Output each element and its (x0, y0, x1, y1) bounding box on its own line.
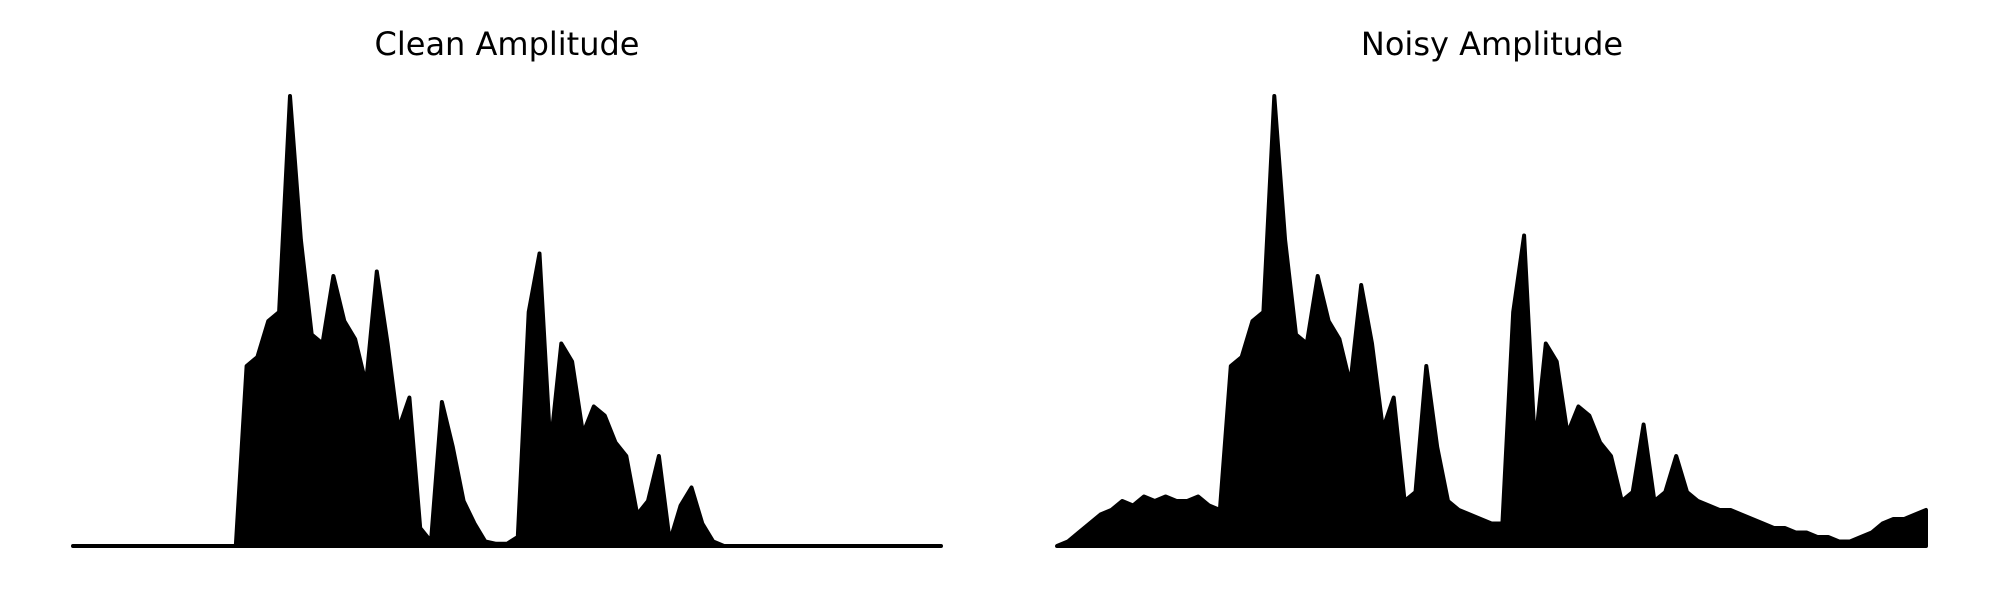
chart-title: Noisy Amplitude (1361, 25, 1623, 63)
chart-title: Clean Amplitude (375, 25, 640, 63)
amplitude-area (71, 94, 943, 548)
amplitude-area (1055, 94, 1928, 548)
